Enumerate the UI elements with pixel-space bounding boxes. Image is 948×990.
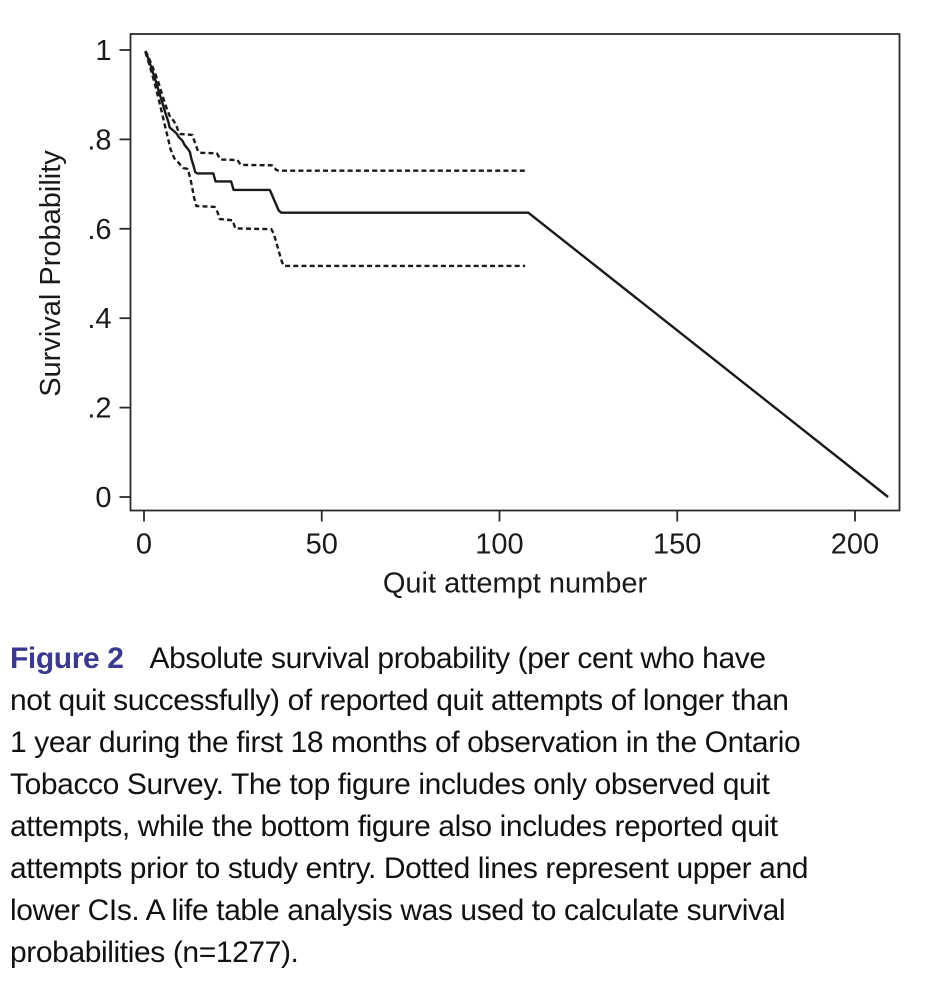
y-tick-label: 1 — [95, 35, 111, 67]
x-tick-label: 200 — [831, 529, 879, 561]
plot-box — [129, 33, 901, 512]
y-axis-title: Survival Probability — [35, 150, 67, 397]
y-tick-label: .4 — [87, 303, 111, 335]
x-tick-label: 100 — [475, 529, 523, 561]
series-lower-ci — [144, 51, 526, 268]
series-survival-estimate — [144, 50, 889, 498]
x-axis-title: Quit attempt number — [383, 568, 648, 600]
y-tick-label: 0 — [95, 482, 111, 514]
caption-line: attempts prior to study entry. Dotted li… — [10, 852, 809, 885]
caption-line: Tobacco Survey. The top figure includes … — [10, 768, 770, 801]
figure-caption: Figure 2 Absolute survival probability (p… — [0, 638, 948, 974]
y-tick-label: .2 — [87, 393, 111, 425]
caption-text: Absolute survival probability (per cent … — [149, 642, 767, 675]
series-upper-ci — [144, 50, 527, 172]
survival-chart: 0 .2 .4 .6 .8 1 0 50 100 150 200 Survival Probabili… — [35, 33, 901, 600]
figure-plot: 0 .2 .4 .6 .8 1 0 50 100 150 200 Survival Probabili… — [35, 33, 901, 600]
caption-line: attempts, while the bottom figure also i… — [10, 810, 778, 843]
x-tick-label: 150 — [653, 529, 701, 561]
y-tick-label: .6 — [87, 214, 111, 246]
caption-line: 1 year during the first 18 months of obs… — [10, 726, 801, 759]
caption-line: lower CIs. A life table analysis was use… — [10, 894, 786, 927]
figure-label: Figure 2 — [10, 642, 124, 675]
x-tick-label: 0 — [136, 529, 152, 561]
caption-line: Figure 2 Absolute survival probability (p… — [10, 638, 936, 680]
y-tick-label: .8 — [87, 124, 111, 156]
caption-line: not quit successfully) of reported quit … — [10, 684, 789, 717]
caption-line: probabilities (n=1277). — [10, 936, 299, 969]
x-tick-label: 50 — [306, 529, 338, 561]
